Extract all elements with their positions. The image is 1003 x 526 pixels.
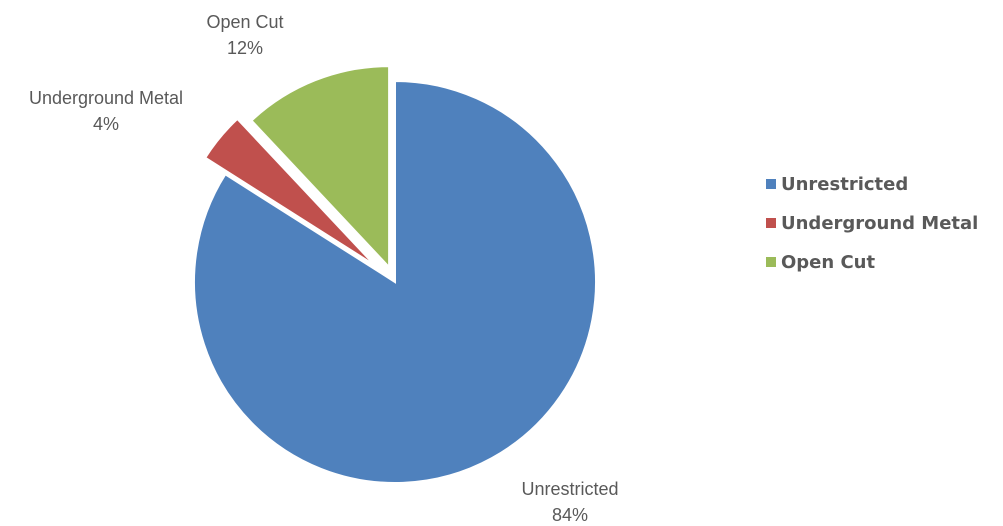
data-label-name-underground-metal: Underground Metal (29, 88, 183, 108)
legend-swatch-unrestricted (766, 179, 776, 189)
legend-swatch-open-cut (766, 257, 776, 267)
pie-slices (193, 65, 597, 484)
legend-label-underground-metal: Underground Metal (781, 213, 978, 234)
legend-label-unrestricted: Unrestricted (781, 174, 908, 195)
legend: Unrestricted Underground Metal Open Cut (766, 174, 978, 273)
data-label-value-unrestricted: 84% (552, 505, 588, 525)
pie-slice-underground-metal (203, 117, 376, 267)
legend-label-open-cut: Open Cut (781, 252, 876, 273)
data-label-name-open-cut: Open Cut (206, 12, 283, 32)
data-label-value-open-cut: 12% (227, 38, 263, 58)
data-label-value-underground-metal: 4% (93, 114, 119, 134)
pie-slice-open-cut (250, 65, 391, 270)
data-labels: Unrestricted 84% Underground Metal 4% Open C… (29, 12, 619, 525)
legend-swatch-underground-metal (766, 218, 776, 228)
data-label-name-unrestricted: Unrestricted (521, 479, 618, 499)
pie-slice-unrestricted (193, 79, 597, 484)
